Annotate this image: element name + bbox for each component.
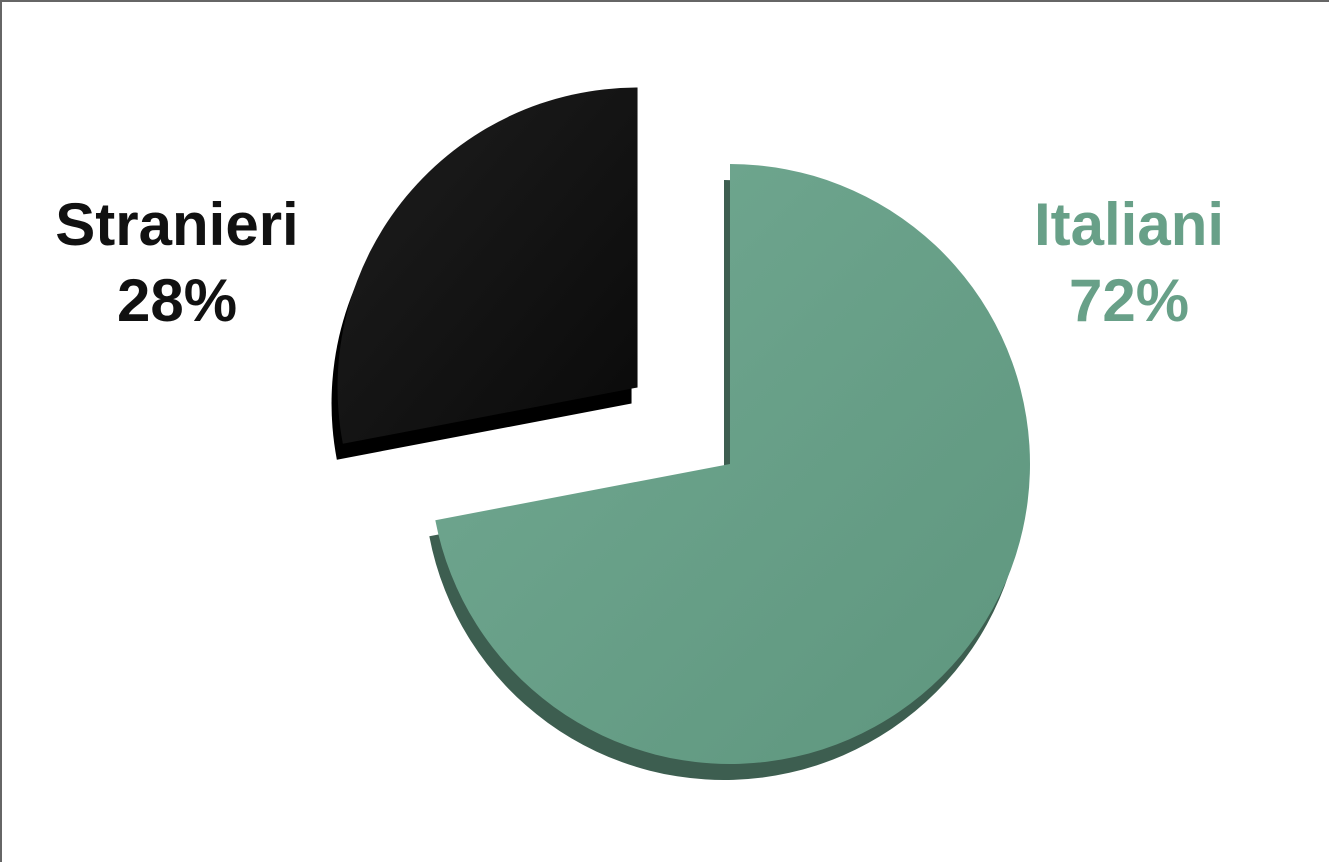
slice-label-italiani: Italiani	[1034, 191, 1224, 258]
pie-slice-stranieri	[337, 87, 638, 444]
pie-slice-italiani	[435, 164, 1030, 764]
slice-label-stranieri: Stranieri	[55, 191, 298, 258]
slice-value-stranieri: 28%	[117, 267, 237, 334]
slice-value-italiani: 72%	[1069, 267, 1189, 334]
